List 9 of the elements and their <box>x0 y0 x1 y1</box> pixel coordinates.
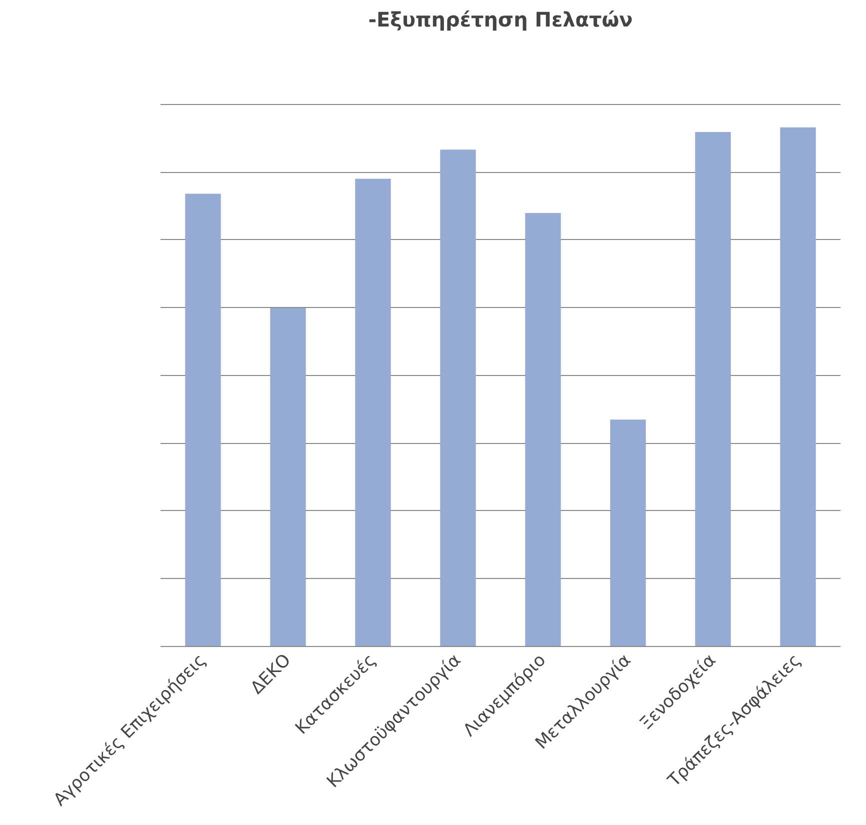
bar <box>610 420 646 646</box>
chart-title: -Εξυπηρέτηση Πελατών <box>368 8 633 32</box>
bar <box>440 150 476 646</box>
bar <box>185 194 221 646</box>
bar <box>355 178 391 646</box>
bar <box>270 308 306 646</box>
bar <box>525 213 561 646</box>
bar <box>695 132 731 646</box>
bar <box>780 127 816 646</box>
